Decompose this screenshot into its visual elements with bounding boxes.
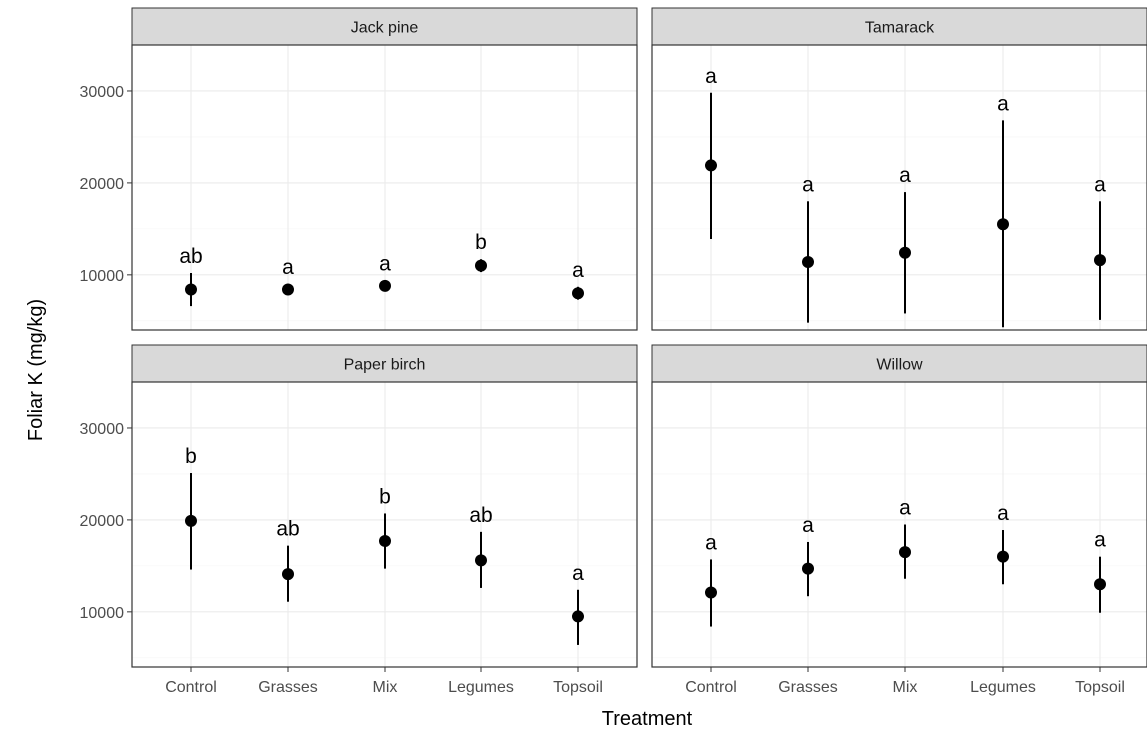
- data-point-mix: [899, 546, 911, 559]
- x-tick-label-control: Control: [685, 679, 737, 696]
- x-tick-label-mix: Mix: [373, 679, 398, 696]
- data-point-topsoil: [572, 610, 584, 623]
- significance-letter-control: ab: [179, 245, 202, 268]
- facet-paper-birch: Paper birch b ab b ab a 10000 20000 30000 Control…: [80, 344, 638, 696]
- x-tick-label-grasses: Grasses: [258, 679, 318, 696]
- data-point-mix: [899, 246, 911, 259]
- data-point-topsoil: [572, 287, 584, 300]
- significance-letter-legumes: ab: [469, 504, 492, 527]
- data-point-topsoil: [1094, 254, 1106, 267]
- significance-letter-mix: a: [379, 252, 391, 275]
- panel-border: [131, 44, 638, 331]
- significance-letter-grasses: a: [802, 514, 814, 537]
- y-tick-label: 30000: [80, 421, 125, 438]
- data-point-legumes: [475, 554, 487, 567]
- x-tick-label-legumes: Legumes: [448, 679, 514, 696]
- facet-willow: Willow a a a a a Control Grasses Mix Legumes Topso…: [651, 344, 1147, 696]
- data-point-grasses: [802, 562, 814, 575]
- panel-background: [652, 382, 1147, 667]
- significance-letter-topsoil: a: [572, 259, 584, 282]
- significance-letter-grasses: a: [282, 256, 294, 279]
- facet-tamarack: Tamarack a a a a a: [651, 7, 1147, 331]
- significance-letter-legumes: b: [475, 231, 487, 254]
- facet-strip-label: Tamarack: [865, 20, 935, 37]
- x-tick-label-topsoil: Topsoil: [1075, 679, 1125, 696]
- facet-strip-label: Paper birch: [344, 357, 426, 374]
- significance-letter-topsoil: a: [1094, 173, 1106, 196]
- significance-letter-mix: a: [899, 164, 911, 187]
- data-point-control: [185, 283, 197, 296]
- significance-letter-grasses: ab: [276, 518, 299, 541]
- significance-letter-grasses: a: [802, 173, 814, 196]
- y-tick-label: 10000: [80, 268, 125, 285]
- facet-strip-label: Jack pine: [351, 20, 419, 37]
- facet-strip: [651, 344, 1147, 383]
- significance-letter-legumes: a: [997, 502, 1009, 525]
- facet-strip: [131, 344, 638, 383]
- y-tick-label: 30000: [80, 84, 125, 101]
- significance-letter-topsoil: a: [1094, 529, 1106, 552]
- data-point-control: [705, 159, 717, 172]
- data-point-grasses: [282, 283, 294, 296]
- y-tick-label: 10000: [80, 605, 125, 622]
- panel-border: [651, 381, 1147, 668]
- significance-letter-control: a: [705, 65, 717, 88]
- x-tick-label-topsoil: Topsoil: [553, 679, 603, 696]
- data-point-topsoil: [1094, 578, 1106, 591]
- facet-strip: [131, 7, 638, 46]
- significance-letter-mix: b: [379, 485, 391, 508]
- data-point-legumes: [997, 218, 1009, 231]
- facet-strip-label: Willow: [876, 357, 923, 374]
- y-axis-title: Foliar K (mg/kg): [25, 299, 47, 441]
- x-tick-label-grasses: Grasses: [778, 679, 838, 696]
- panel-border: [651, 44, 1147, 331]
- data-point-grasses: [802, 255, 814, 268]
- data-point-control: [185, 514, 197, 527]
- significance-letter-mix: a: [899, 497, 911, 520]
- x-tick-label-control: Control: [165, 679, 217, 696]
- significance-letter-control: a: [705, 531, 717, 554]
- y-tick-label: 20000: [80, 176, 125, 193]
- panel-background: [652, 45, 1147, 330]
- data-point-mix: [379, 535, 391, 548]
- y-tick-label: 20000: [80, 513, 125, 530]
- facet-strip: [651, 7, 1147, 46]
- x-axis-title: Treatment: [602, 708, 693, 730]
- data-point-control: [705, 586, 717, 599]
- x-tick-label-mix: Mix: [893, 679, 918, 696]
- significance-letter-control: b: [185, 445, 197, 468]
- significance-letter-legumes: a: [997, 92, 1009, 115]
- data-point-legumes: [475, 259, 487, 272]
- data-point-legumes: [997, 550, 1009, 563]
- x-tick-label-legumes: Legumes: [970, 679, 1036, 696]
- data-point-mix: [379, 279, 391, 292]
- significance-letter-topsoil: a: [572, 562, 584, 585]
- data-point-grasses: [282, 568, 294, 581]
